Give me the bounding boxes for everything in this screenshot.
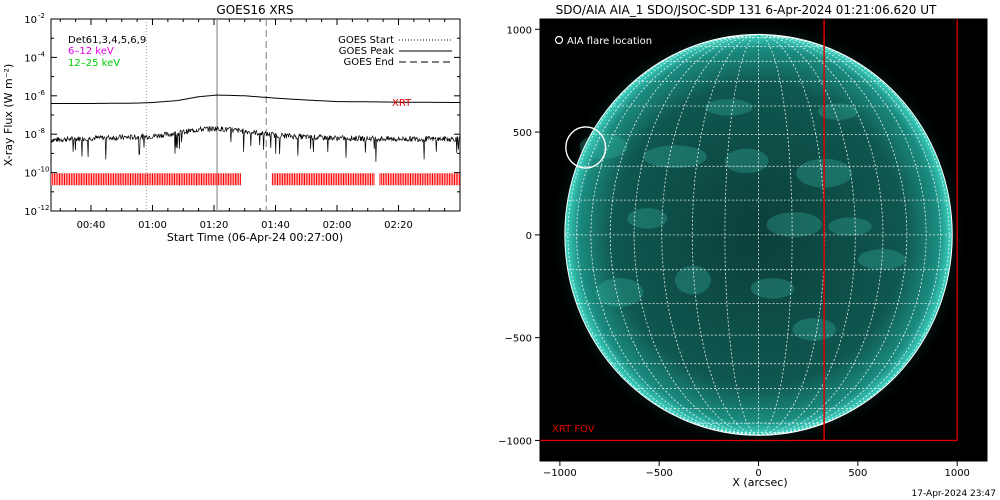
legend-flare-location-symbol xyxy=(554,35,564,45)
active-region xyxy=(766,212,823,237)
legend-goes-start-label: GOES Start xyxy=(338,35,394,46)
x-tick-label: 01:40 xyxy=(261,220,290,231)
active-region xyxy=(828,217,872,236)
active-region xyxy=(724,148,769,174)
y-tick-label-exponent: -8 xyxy=(38,127,45,135)
y-tick-label-exponent: -4 xyxy=(38,50,46,58)
x-tick-label: 01:20 xyxy=(200,220,229,231)
goes-series-0 xyxy=(51,94,460,104)
legend-detectors: Det61,3,4,5,6,9 xyxy=(68,35,146,46)
goes-plot-area xyxy=(51,19,460,211)
y-tick-label: 10 xyxy=(24,130,37,141)
second-fov-box xyxy=(823,19,958,442)
xrt-annotation: XRT xyxy=(392,98,412,109)
goes-chart-title: GOES16 XRS xyxy=(216,3,293,17)
y-tick-label-exponent: -2 xyxy=(38,12,45,20)
x-tick-label: 02:20 xyxy=(384,220,413,231)
legend-6-12-kev: 6–12 keV xyxy=(68,46,114,57)
goes-series-1 xyxy=(51,125,460,162)
y-tick-label: 10 xyxy=(24,53,37,64)
xrt-fov-label: XRT FOV xyxy=(552,424,595,435)
aia-axes: −1000 −500 0 500 1000 −1000 −500 0 500 1000 xyxy=(498,25,970,479)
xrt-coverage-interval xyxy=(379,173,460,186)
x-tick-label: 01:00 xyxy=(138,220,167,231)
goes-y-axis-label: X-ray Flux (W m⁻²) xyxy=(2,64,15,166)
aia-y-tick-label: −1000 xyxy=(498,436,532,447)
aia-y-tick-label: 0 xyxy=(526,231,532,242)
footer-timestamp: 17-Apr-2024 23:47 xyxy=(912,489,996,499)
aia-x-axis-label: X (arcsec) xyxy=(732,476,787,489)
aia-y-tick-label: 500 xyxy=(513,128,532,139)
active-region xyxy=(643,145,707,169)
aia-y-tick-label: −500 xyxy=(505,334,532,345)
y-tick-label: 10 xyxy=(24,15,37,26)
y-tick-label: 10 xyxy=(24,207,37,218)
active-region xyxy=(750,278,795,299)
x-tick-label: 02:00 xyxy=(323,220,352,231)
active-region xyxy=(675,265,711,295)
aia-image-title: SDO/AIA AIA_1 SDO/JSOC-SDP 131 6-Apr-202… xyxy=(556,3,937,17)
aia-x-tick-label: −500 xyxy=(645,468,672,479)
active-region xyxy=(818,103,858,120)
legend-12-25-kev: 12–25 keV xyxy=(68,58,120,69)
active-region xyxy=(579,134,628,159)
x-tick-label: 00:40 xyxy=(77,220,106,231)
y-tick-label: 10 xyxy=(24,92,37,103)
aia-x-tick-label: −1000 xyxy=(543,468,577,479)
xrt-coverage-interval xyxy=(271,173,375,186)
y-tick-label: 10 xyxy=(24,169,37,180)
aia-x-tick-label: 1000 xyxy=(944,468,969,479)
aia-y-tick-label: 1000 xyxy=(507,25,532,36)
aia-plot-area xyxy=(540,19,970,454)
xrt-coverage-interval xyxy=(51,173,241,186)
active-region xyxy=(704,99,753,116)
flare-location-circle xyxy=(565,126,607,169)
y-tick-label-exponent: -6 xyxy=(38,89,46,97)
y-tick-label-exponent: -12 xyxy=(38,204,49,212)
legend-goes-end-label: GOES End xyxy=(344,57,394,68)
legend-goes-peak-label: GOES Peak xyxy=(339,46,394,57)
aia-x-tick-label: 0 xyxy=(755,468,761,479)
y-tick-label-exponent: -10 xyxy=(38,166,49,174)
active-region xyxy=(595,278,644,307)
goes-x-axis: 00:40 01:00 01:20 01:40 02:00 02:20 xyxy=(59,19,461,231)
longitude-grid xyxy=(567,34,950,436)
aia-image-panel: SDO/AIA AIA_1 SDO/JSOC-SDP 131 6-Apr-202… xyxy=(498,3,988,489)
goes-x-axis-label: Start Time (06-Apr-24 00:27:00) xyxy=(167,231,343,244)
legend-flare-location-label: AIA flare location xyxy=(567,36,652,47)
active-region xyxy=(792,318,837,341)
aia-plot-frame xyxy=(539,18,988,462)
aia-x-tick-label: 500 xyxy=(848,468,867,479)
active-region xyxy=(627,208,668,229)
solar-limb xyxy=(564,33,953,436)
